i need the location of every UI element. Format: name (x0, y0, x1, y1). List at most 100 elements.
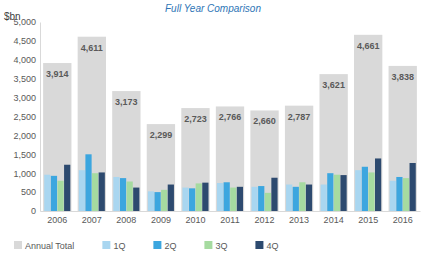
legend-label: 4Q (266, 241, 278, 251)
data-label: 3,914 (46, 69, 69, 79)
quarter-bar (403, 178, 409, 211)
total-bar (250, 110, 278, 211)
legend-swatch (204, 241, 212, 249)
legend-label: 1Q (113, 241, 125, 251)
quarter-bar (154, 192, 160, 211)
legend-item: 1Q (102, 241, 125, 251)
x-tick: 2013 (289, 211, 309, 225)
x-tick: 2007 (82, 211, 102, 225)
data-label: 3,838 (391, 72, 414, 82)
quarter-bar (321, 185, 327, 211)
quarter-bar (334, 175, 340, 211)
quarter-bar (44, 175, 50, 211)
total-bar (319, 74, 347, 211)
data-label: 2,299 (150, 130, 173, 140)
x-tick-label: 2016 (393, 215, 413, 225)
y-tick-label: 2,000 (13, 131, 36, 141)
quarter-bar (362, 167, 368, 211)
x-tick: 2010 (185, 211, 205, 225)
legend-item: 3Q (204, 241, 227, 251)
y-tick-label: 0 (31, 206, 36, 216)
x-tick: 2012 (255, 211, 275, 225)
bars (43, 35, 417, 211)
quarter-bar (252, 187, 258, 211)
quarter-bar (168, 185, 174, 211)
total-bar (78, 37, 106, 211)
x-tick: 2009 (151, 211, 171, 225)
total-bar (112, 91, 140, 211)
y-axis-line (40, 23, 41, 212)
series (64, 158, 416, 211)
legend-item: 2Q (153, 241, 176, 251)
quarter-bar (79, 170, 85, 211)
data-label: 4,661 (357, 41, 380, 51)
x-axis-line (41, 211, 421, 212)
quarter-bar (85, 154, 91, 211)
y-tick-label: 2,500 (13, 112, 36, 122)
quarter-bar (237, 187, 243, 211)
x-tick-label: 2008 (116, 215, 136, 225)
plot: 05001,0001,5002,0002,5003,0003,5004,0004… (13, 17, 420, 225)
y-tick: 4,500 (13, 36, 40, 46)
quarter-bar (113, 177, 119, 211)
quarter-bar (202, 183, 208, 211)
x-tick-label: 2007 (82, 215, 102, 225)
data-label: 4,611 (81, 43, 103, 53)
x-tick: 2008 (116, 211, 136, 225)
quarter-bar (57, 181, 63, 211)
y-tick: 3,500 (13, 74, 40, 84)
x-tick: 2006 (47, 211, 67, 225)
legend-swatch (14, 241, 22, 249)
data-labels: 3,9144,6113,1732,2992,7232,7662,6602,787… (46, 41, 414, 140)
x-tick-label: 2006 (47, 215, 67, 225)
chart: Full Year Comparison$bn05001,0001,5002,0… (0, 0, 426, 261)
title: Full Year Comparison (165, 3, 261, 14)
total-bar (354, 35, 382, 211)
quarter-bar (64, 165, 70, 211)
quarter-bar (127, 182, 133, 211)
quarter-bar (293, 187, 299, 211)
series (44, 170, 396, 211)
legend-swatch (153, 241, 161, 249)
y-tick: 500 (21, 187, 40, 197)
x-axis: 2006200720082009201020112012201320142015… (41, 211, 421, 225)
legend-label: Annual Total (25, 241, 74, 251)
quarter-bar (368, 172, 374, 211)
y-tick-label: 4,500 (13, 36, 36, 46)
y-tick-label: 1,000 (13, 169, 36, 179)
series (57, 172, 409, 211)
quarter-bar (286, 185, 292, 211)
y-tick-label: 3,000 (13, 93, 36, 103)
data-label: 2,723 (184, 114, 207, 124)
y-tick: 2,500 (13, 112, 40, 122)
total-bar (285, 106, 313, 211)
y-tick-label: 5,000 (13, 17, 36, 27)
y-tick: 1,000 (13, 169, 40, 179)
quarter-bar (355, 170, 361, 211)
quarter-bar (265, 193, 271, 211)
quarter-bar (99, 172, 105, 211)
quarter-bar (390, 181, 396, 211)
x-tick-label: 2009 (151, 215, 171, 225)
quarter-bar (230, 188, 236, 211)
y-tick: 1,500 (13, 150, 40, 160)
x-tick: 2016 (393, 211, 413, 225)
x-tick-label: 2012 (255, 215, 275, 225)
quarter-bar (306, 185, 312, 211)
legend-swatch (102, 241, 110, 249)
x-tick-label: 2014 (324, 215, 344, 225)
data-label: 3,173 (115, 97, 138, 107)
y-tick: 0 (31, 206, 40, 216)
series (43, 35, 417, 211)
total-bar (389, 66, 417, 211)
quarter-bar (92, 173, 98, 211)
legend-label: 2Q (164, 241, 176, 251)
y-axis: 05001,0001,5002,0002,5003,0003,5004,0004… (13, 17, 40, 216)
quarter-bar (410, 163, 416, 211)
legend-label: 3Q (215, 241, 227, 251)
x-tick: 2014 (324, 211, 344, 225)
y-tick-label: 3,500 (13, 74, 36, 84)
quarter-bar (375, 158, 381, 211)
quarter-bar (299, 182, 305, 211)
x-tick: 2011 (220, 211, 239, 225)
